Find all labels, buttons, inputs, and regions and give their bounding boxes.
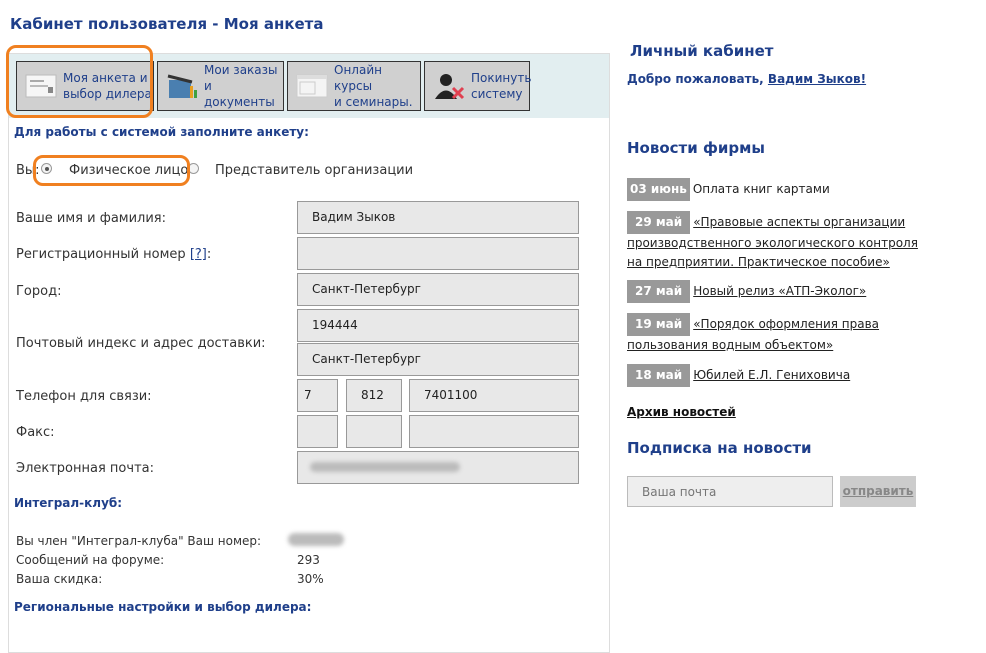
fax-country-input[interactable] [297, 415, 338, 448]
highlight-annotation [6, 45, 153, 118]
page-title: Кабинет пользователя - Моя анкета [10, 15, 324, 33]
tab-label: Покинуть [471, 71, 532, 85]
news-text: Оплата книг картами [692, 182, 830, 196]
forum-label: Сообщений на форуме: [16, 553, 165, 567]
tab-label: Мои заказы [204, 63, 278, 77]
fax-label: Факс: [16, 425, 55, 440]
news-item: 19 май «Порядок оформления права пользова… [627, 313, 927, 355]
reg-label-text: Регистрационный номер [16, 247, 186, 262]
city-label: Город: [16, 284, 62, 299]
cabinet-title: Личный кабинет [630, 42, 774, 60]
reg-colon: : [206, 247, 212, 262]
tab-label: и семинары. [334, 95, 413, 109]
reg-number-input[interactable] [297, 237, 579, 270]
user-link[interactable]: Вадим Зыков! [767, 72, 867, 86]
subscribe-email-input[interactable] [627, 476, 833, 507]
news-link[interactable]: Юбилей Е.Л. Гениховича [693, 368, 851, 382]
tab-label: и документы [204, 79, 275, 109]
redacted-email [310, 462, 460, 472]
welcome-text: Добро пожаловать, Вадим Зыков! [627, 72, 866, 86]
news-date: 27 май [627, 280, 691, 303]
radio-person-label: Физическое лицо [69, 163, 189, 178]
city-input[interactable]: Санкт-Петербург [297, 273, 579, 306]
tab-courses[interactable]: Онлайн курсы и семинары. [287, 61, 421, 111]
tab-label: систему [471, 87, 523, 101]
window-icon [296, 74, 328, 98]
phone-label: Телефон для связи: [16, 389, 152, 404]
club-title: Интеграл-клуб: [14, 496, 123, 510]
fax-number-input[interactable] [409, 415, 579, 448]
tab-label: Моя анкета и [63, 71, 148, 85]
news-title: Новости фирмы [627, 139, 765, 157]
zip-input[interactable]: 194444 [297, 309, 579, 342]
tab-my-profile[interactable]: Моя анкета и выбор дилера [16, 61, 154, 111]
toolbar: Моя анкета и выбор дилера Мои заказы и док… [9, 54, 609, 118]
form-intro: Для работы с системой заполните анкету: [14, 125, 309, 139]
regional-title: Региональные настройки и выбор дилера: [14, 600, 312, 614]
news-date: 29 май [627, 211, 691, 234]
news-link[interactable]: Новый релиз «АТП-Эколог» [693, 284, 867, 298]
tab-label: Онлайн курсы [334, 63, 382, 93]
fax-code-input[interactable] [346, 415, 402, 448]
redacted-club-number [288, 533, 344, 546]
discount-value: 30% [297, 572, 324, 586]
phone-country-input[interactable]: 7 [297, 379, 338, 412]
welcome-label: Добро пожаловать, [627, 72, 764, 86]
forum-value: 293 [297, 553, 320, 567]
news-date: 03 июнь [627, 178, 690, 201]
tab-orders[interactable]: Мои заказы и документы [157, 61, 284, 111]
phone-code-input[interactable]: 812 [346, 379, 402, 412]
radio-organization-label: Представитель организации [215, 163, 414, 178]
news-archive-link[interactable]: Архив новостей [627, 405, 736, 419]
reg-help-link[interactable]: [?] [189, 247, 207, 262]
subscribe-send-button[interactable]: отправить [840, 476, 916, 507]
address-label: Почтовый индекс и адрес доставки: [16, 336, 266, 351]
name-label: Ваше имя и фамилия: [16, 211, 166, 226]
address-input[interactable]: Санкт-Петербург [297, 343, 579, 376]
reg-label: Регистрационный номер [?]: [16, 247, 211, 262]
news-link[interactable]: «Правовые аспекты организации производст… [627, 215, 918, 269]
news-item: 03 июнь Оплата книг картами [627, 178, 927, 201]
news-link[interactable]: «Порядок оформления права пользования во… [627, 317, 880, 352]
tab-label: выбор дилера [63, 87, 152, 101]
highlight-annotation [33, 155, 190, 186]
user-logout-icon [435, 74, 465, 100]
name-input[interactable]: Вадим Зыков [297, 201, 579, 234]
club-member-label: Вы член "Интеграл-клуба" Ваш номер: [16, 534, 262, 548]
email-label: Электронная почта: [16, 461, 154, 476]
phone-number-input[interactable]: 7401100 [409, 379, 579, 412]
news-item: 18 май Юбилей Е.Л. Гениховича [627, 364, 927, 387]
tab-logout[interactable]: Покинуть систему [424, 61, 532, 111]
news-date: 18 май [627, 364, 691, 387]
news-date: 19 май [627, 313, 691, 336]
basket-chart-icon [167, 74, 197, 98]
news-item: 29 май «Правовые аспекты организации прои… [627, 211, 927, 272]
news-item: 27 май Новый релиз «АТП-Эколог» [627, 280, 927, 303]
discount-label: Ваша скидка: [16, 572, 103, 586]
subscribe-title: Подписка на новости [627, 439, 812, 457]
radio-person[interactable] [41, 163, 52, 174]
profile-form-icon [25, 74, 57, 98]
